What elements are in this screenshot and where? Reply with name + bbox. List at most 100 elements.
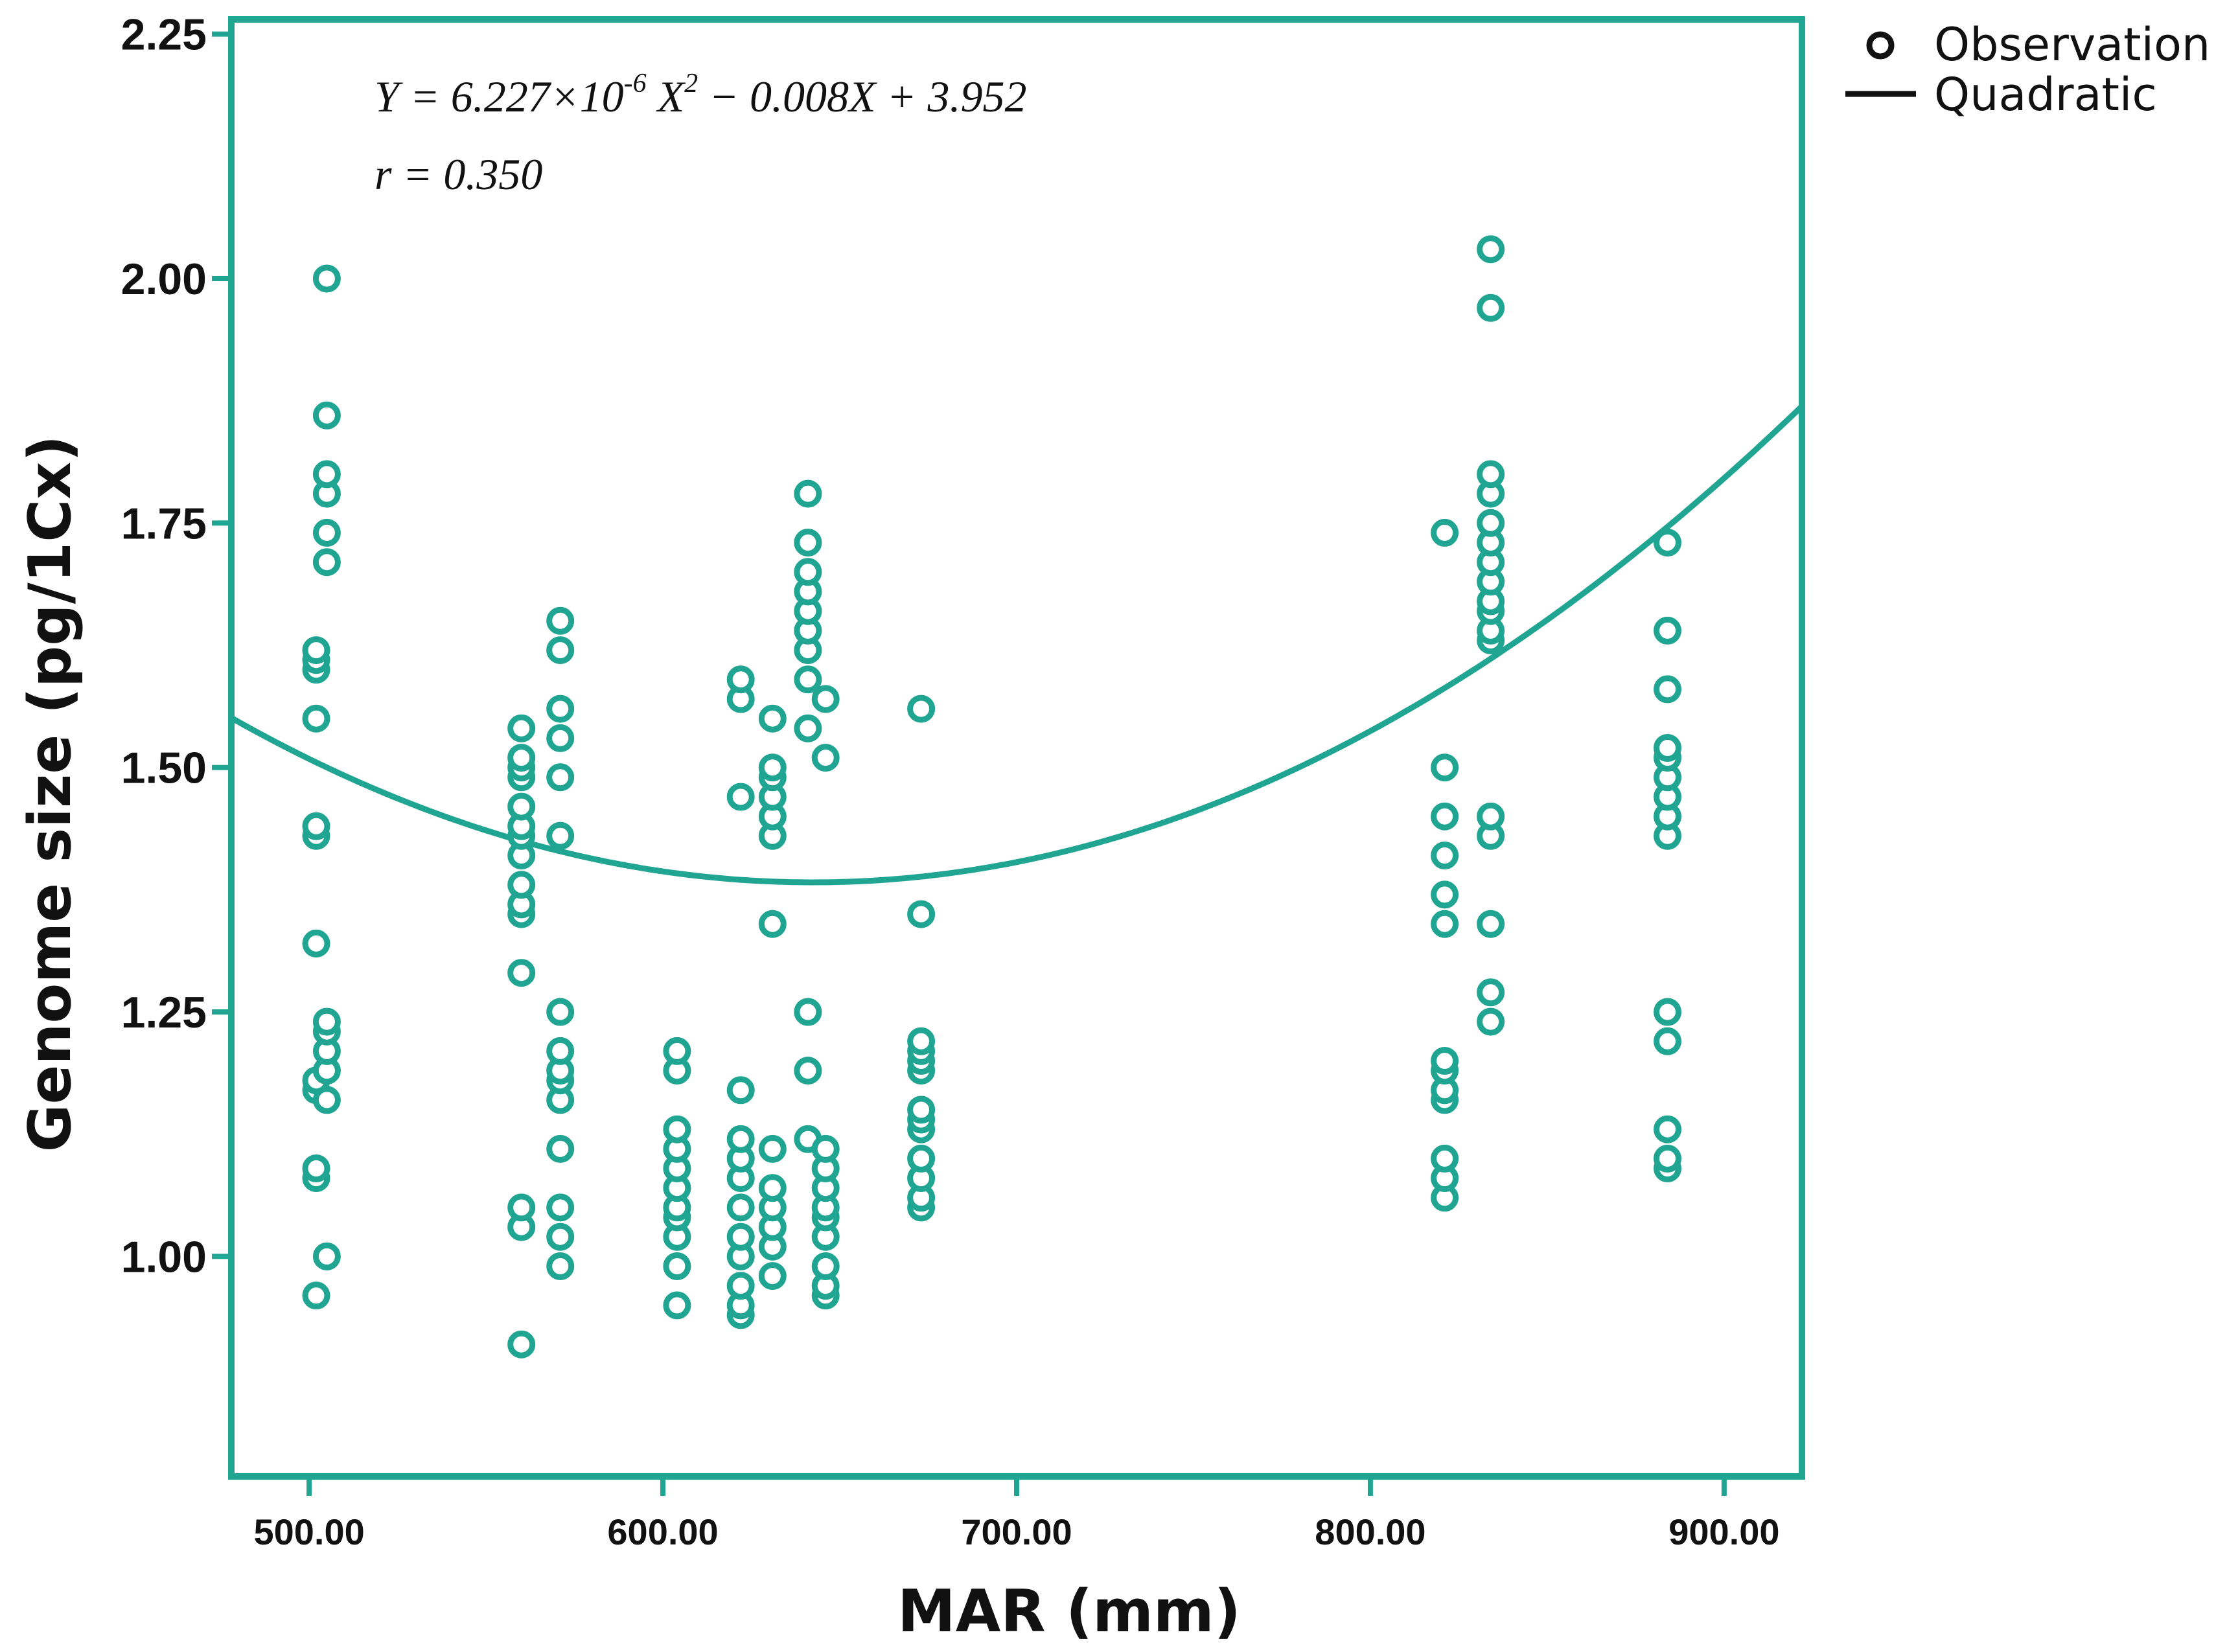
observation-point <box>1654 529 1681 556</box>
observation-point <box>507 871 536 899</box>
observation-point <box>1431 1144 1459 1173</box>
observation-point <box>794 529 822 556</box>
observation-point <box>546 998 575 1026</box>
observation-point <box>1654 1027 1681 1055</box>
observation-point <box>907 694 936 723</box>
observation-point <box>1654 616 1681 645</box>
y-axis: 1.00 1.25 1.50 1.75 2.00 2.25 <box>121 10 231 1281</box>
observation-point <box>663 1291 691 1320</box>
observation-point <box>811 1134 840 1163</box>
observation-point <box>758 753 787 782</box>
observation-point <box>312 460 341 488</box>
observation-point <box>1431 518 1459 547</box>
observation-point <box>794 479 822 508</box>
equation-part-x: X <box>647 72 686 121</box>
observation-point <box>1477 293 1505 322</box>
observation-point <box>546 1134 575 1163</box>
equation-exponent-x10: -6 <box>624 69 647 98</box>
observation-point <box>1654 675 1681 704</box>
y-tick-label: 1.50 <box>121 744 207 793</box>
observation-point <box>1431 842 1459 869</box>
observation-point <box>546 694 575 723</box>
observation-point <box>726 1272 755 1300</box>
observation-point <box>312 548 341 577</box>
observation-point <box>1654 1144 1681 1173</box>
legend: Observation Quadratic <box>1845 18 2210 121</box>
x-axis: 500.00 600.00 700.00 800.00 900.00 <box>253 1476 1780 1552</box>
observation-point <box>546 763 575 792</box>
observation-point <box>507 1193 536 1222</box>
x-tick-label: 800.00 <box>1315 1511 1425 1552</box>
observation-point <box>546 1037 575 1065</box>
observation-point <box>507 714 536 742</box>
regression-equation: Y = 6.227×10-6 X2 − 0.008X + 3.952 <box>375 69 1026 121</box>
observation-point <box>1477 235 1505 264</box>
observation-point <box>726 783 755 811</box>
observation-point <box>726 1193 755 1222</box>
observation-point <box>758 910 787 938</box>
x-tick-label: 500.00 <box>253 1511 364 1552</box>
fit-layer <box>229 404 1805 886</box>
legend-observation-marker <box>1866 31 1895 60</box>
observation-point <box>907 1096 936 1124</box>
quadratic-fit-line <box>229 404 1805 886</box>
observation-point <box>546 606 575 635</box>
x-axis-title: MAR (mm) <box>897 1577 1241 1646</box>
observation-point <box>1431 753 1459 782</box>
observation-point <box>758 1134 787 1163</box>
observation-point <box>1477 802 1505 831</box>
observation-point <box>794 665 822 694</box>
observation-point <box>1477 978 1505 1007</box>
observation-point <box>302 812 330 840</box>
observation-point <box>1477 460 1505 488</box>
observation-point <box>1431 802 1459 831</box>
x-tick-label: 700.00 <box>961 1511 1072 1552</box>
observation-point <box>907 1027 936 1055</box>
y-tick-label: 1.00 <box>121 1232 207 1281</box>
observation-point <box>794 1057 822 1085</box>
observation-point <box>302 1281 330 1310</box>
y-tick-label: 1.25 <box>121 988 207 1037</box>
observation-points <box>302 235 1681 1359</box>
observation-point <box>663 1115 691 1143</box>
y-tick-label: 2.00 <box>121 255 207 304</box>
observation-point <box>663 1252 691 1280</box>
observation-point <box>1477 509 1505 537</box>
equation-exponent-x: 2 <box>684 69 698 98</box>
observation-point <box>1654 734 1681 762</box>
observation-point <box>1654 998 1681 1026</box>
observation-point <box>302 704 330 733</box>
observation-point <box>1654 1115 1681 1143</box>
legend-observation-label: Observation <box>1934 18 2210 71</box>
y-tick-label: 2.25 <box>121 10 207 60</box>
observation-point <box>726 1222 755 1251</box>
observation-point <box>302 636 330 665</box>
observation-point <box>302 929 330 958</box>
y-axis-title: Genome size (pg/1Cx) <box>16 435 84 1153</box>
observation-point <box>1477 1007 1505 1036</box>
observation-point <box>726 1076 755 1105</box>
observation-point <box>312 1242 341 1270</box>
observation-point <box>907 900 936 928</box>
observation-point <box>758 1174 787 1202</box>
observation-point <box>312 1007 341 1036</box>
observation-point <box>507 959 536 987</box>
observation-point <box>546 821 575 850</box>
observation-point <box>1431 880 1459 909</box>
observation-point <box>794 998 822 1026</box>
legend-quadratic-label: Quadratic <box>1934 68 2157 121</box>
observation-point <box>1431 910 1459 938</box>
correlation-coefficient: r = 0.350 <box>375 150 542 199</box>
observation-point <box>546 1222 575 1251</box>
x-tick-label: 600.00 <box>607 1511 718 1552</box>
x-tick-label: 900.00 <box>1668 1511 1779 1552</box>
observation-point <box>302 1154 330 1182</box>
observation-point <box>794 558 822 586</box>
observation-point <box>907 1144 936 1173</box>
observation-point <box>811 1252 840 1280</box>
observation-point <box>546 1193 575 1222</box>
observation-point <box>507 792 536 821</box>
observation-point <box>312 518 341 547</box>
